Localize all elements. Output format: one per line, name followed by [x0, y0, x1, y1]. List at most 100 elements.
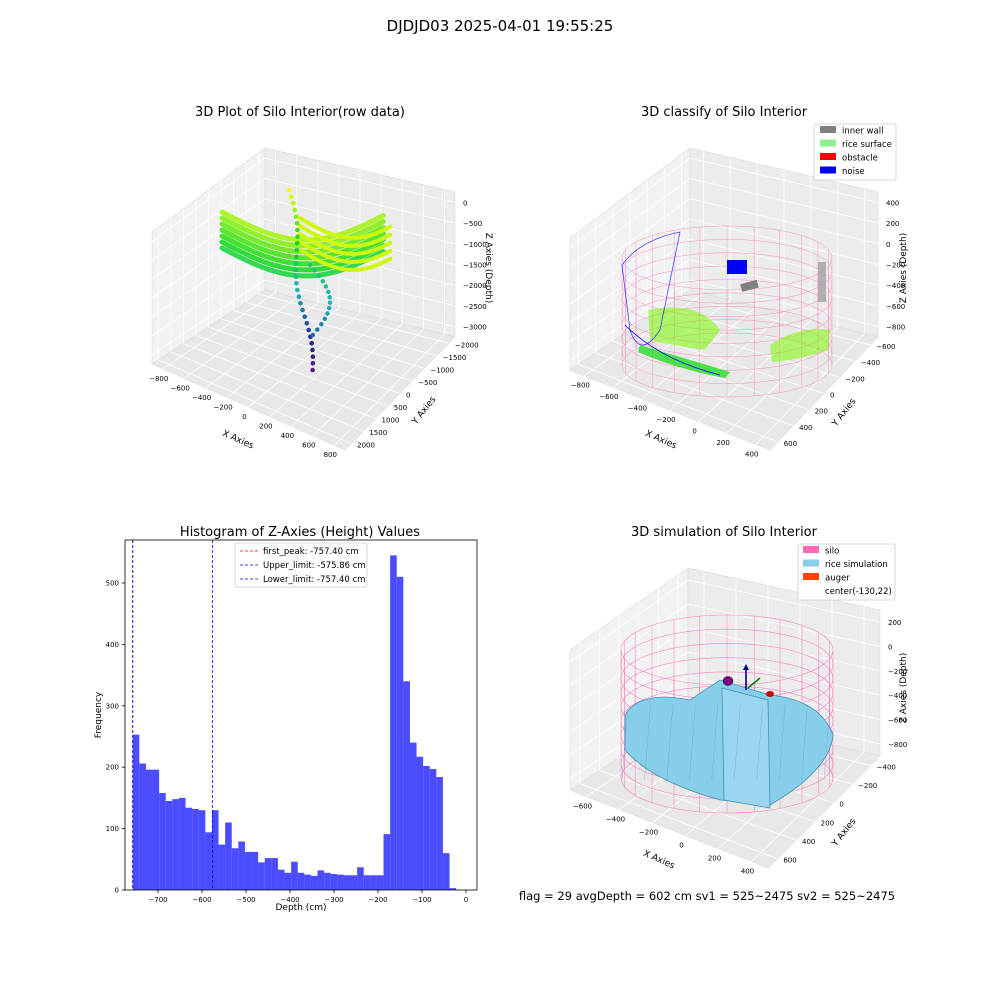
legend-label: Lower_limit: -757.40 cm — [263, 575, 365, 585]
histogram-bar — [343, 875, 351, 890]
histogram-bar — [376, 875, 384, 890]
histogram-bar — [244, 851, 252, 890]
x-tick-label: −600 — [573, 803, 592, 811]
grid-line-y — [599, 770, 797, 841]
z-tick-label: −200 — [888, 668, 907, 676]
grid-line-z — [151, 198, 456, 280]
grid-line-z — [569, 238, 879, 324]
raw-point — [293, 214, 299, 219]
panel4-title: 3D simulation of Silo Interior — [631, 525, 818, 540]
histogram-ylabel: Frequency — [94, 691, 104, 738]
histogram-bar — [277, 869, 285, 890]
histogram-bar — [271, 858, 278, 890]
raw-arc — [298, 240, 393, 265]
noise-cluster — [727, 260, 747, 274]
legend-swatch — [820, 166, 836, 174]
panel4-x-ticks: −600 −400 −200 0 200 400 — [573, 803, 754, 876]
y-tick-label: 100 — [106, 825, 119, 833]
x-tick-label: 0 — [242, 413, 246, 421]
raw-point — [310, 361, 316, 366]
histogram-bar — [251, 851, 259, 890]
histogram-bar — [291, 861, 298, 890]
grid-line-y — [578, 363, 778, 443]
histogram-bar — [264, 858, 272, 890]
histogram-bar — [416, 756, 424, 890]
rice-mesh-line — [823, 704, 831, 781]
legend-label: rice simulation — [825, 560, 888, 570]
grid-line-z — [151, 177, 456, 261]
y-tick-label: −400 — [861, 359, 880, 367]
histogram-bar — [324, 872, 331, 890]
rice-mesh-line — [801, 704, 808, 781]
histogram-bar — [310, 875, 318, 890]
panel1-x-ticks: −800−600−400−200 0 200 400 600 800 — [149, 375, 337, 459]
y-tick-label: −1000 — [430, 366, 454, 374]
legend-label: rice surface — [842, 140, 892, 150]
x-tick-label: −200 — [656, 416, 675, 424]
y-tick-label: 1000 — [382, 417, 400, 425]
z-tick-label: −800 — [888, 741, 907, 749]
grid-line-y — [220, 318, 413, 382]
raw-point — [296, 294, 302, 300]
raw-arc — [298, 248, 393, 273]
raw-point — [310, 367, 315, 373]
rice-surface-patch — [648, 307, 720, 350]
panel2-legend: inner wall rice surface obstacle noise — [813, 123, 897, 181]
x-tick-label: 200 — [708, 855, 721, 863]
inner-wall-cluster — [740, 279, 759, 292]
histogram-bar — [185, 807, 193, 890]
raw-point — [295, 241, 300, 246]
z-tick-label: −600 — [888, 717, 907, 725]
raw-arc — [298, 232, 393, 257]
x-tick-label: −300 — [324, 896, 343, 904]
raw-point — [288, 194, 294, 199]
histogram-bar — [423, 765, 430, 890]
panel2-classified-points — [621, 225, 833, 398]
grid-line-z — [151, 218, 456, 299]
rice-mesh-line — [734, 704, 741, 781]
noise-arc — [624, 324, 721, 376]
z-tick-label: −400 — [888, 692, 907, 700]
grid-line-z — [569, 651, 881, 732]
raw-point — [294, 254, 299, 259]
rice-mesh-line — [689, 704, 696, 781]
inner-wall-cluster — [818, 262, 826, 302]
histogram-bar — [225, 822, 232, 890]
histogram-bar — [211, 810, 219, 890]
histogram-bar — [403, 681, 410, 890]
panel2-grid — [569, 151, 879, 445]
grid-line-y — [208, 326, 401, 394]
histogram-bar — [350, 875, 358, 890]
x-tick-label: −400 — [280, 896, 299, 904]
histogram-bar — [363, 875, 371, 890]
z-tick-label: −1000 — [463, 241, 487, 249]
raw-point — [307, 262, 313, 268]
histogram-legend: first_peak: -757.40 cm Upper_limit: -575.… — [234, 542, 368, 588]
y-tick-label: −500 — [418, 379, 437, 387]
y-tick-label: −1500 — [443, 354, 467, 362]
z-tick-label: 0 — [463, 199, 467, 207]
z-tick-label: −3000 — [463, 324, 487, 332]
rice-mesh-line — [778, 704, 786, 781]
histogram-bar — [165, 800, 173, 890]
z-tick-label: −800 — [886, 324, 905, 332]
histogram-bar — [198, 810, 206, 890]
histogram-bar — [390, 555, 397, 890]
histogram-bar — [284, 872, 292, 890]
raw-point — [312, 268, 317, 273]
y-tick-label: 500 — [394, 404, 407, 412]
raw-point — [327, 300, 333, 305]
x-tick-label: 0 — [679, 842, 683, 850]
panel4-zlabel: Z Axies (Depth) — [899, 653, 909, 724]
panel4-y-ticks: 600 400 200 0 −200 −400 — [783, 763, 896, 864]
grid-line-y — [233, 310, 425, 369]
grid-line-z — [569, 627, 881, 709]
raw-point — [310, 347, 315, 353]
histogram-bar — [145, 769, 153, 890]
x-tick-label: −800 — [149, 375, 168, 383]
y-tick-label: −200 — [858, 782, 877, 790]
panel2-ylabel: Y Axies — [830, 397, 859, 430]
grid-line-z — [151, 279, 456, 355]
x-tick-label: 0 — [464, 896, 468, 904]
raw-point — [315, 327, 320, 332]
